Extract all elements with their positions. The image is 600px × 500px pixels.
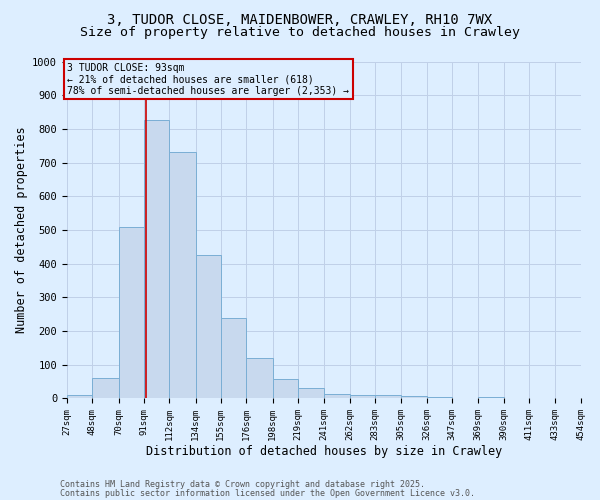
Bar xyxy=(375,395,401,398)
Bar xyxy=(478,396,503,398)
Y-axis label: Number of detached properties: Number of detached properties xyxy=(15,126,28,333)
Bar xyxy=(324,394,350,398)
Bar xyxy=(196,255,221,398)
Bar xyxy=(272,379,298,398)
Text: 3 TUDOR CLOSE: 93sqm
← 21% of detached houses are smaller (618)
78% of semi-deta: 3 TUDOR CLOSE: 93sqm ← 21% of detached h… xyxy=(67,62,349,96)
Bar xyxy=(119,226,144,398)
Bar xyxy=(246,358,272,399)
Bar xyxy=(427,396,452,398)
Text: Contains HM Land Registry data © Crown copyright and database right 2025.: Contains HM Land Registry data © Crown c… xyxy=(60,480,425,489)
Text: 3, TUDOR CLOSE, MAIDENBOWER, CRAWLEY, RH10 7WX: 3, TUDOR CLOSE, MAIDENBOWER, CRAWLEY, RH… xyxy=(107,12,493,26)
Bar xyxy=(401,396,427,398)
Bar xyxy=(221,318,246,398)
Text: Size of property relative to detached houses in Crawley: Size of property relative to detached ho… xyxy=(80,26,520,39)
Bar xyxy=(169,152,196,398)
Bar xyxy=(92,378,119,398)
Bar xyxy=(144,120,169,398)
Text: Contains public sector information licensed under the Open Government Licence v3: Contains public sector information licen… xyxy=(60,488,475,498)
Bar xyxy=(67,395,92,398)
Bar xyxy=(350,395,375,398)
Bar xyxy=(298,388,324,398)
X-axis label: Distribution of detached houses by size in Crawley: Distribution of detached houses by size … xyxy=(146,444,502,458)
